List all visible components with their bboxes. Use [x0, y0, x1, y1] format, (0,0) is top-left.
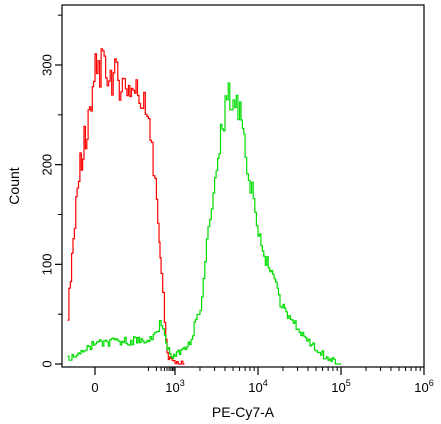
x-tick-exponent: 5	[346, 378, 351, 388]
y-tick-label: 300	[39, 54, 54, 76]
x-tick-label: 103	[165, 378, 184, 395]
plot-frame	[61, 4, 425, 368]
y-tick-label: 200	[39, 154, 54, 176]
x-tick-exponent: 4	[263, 378, 268, 388]
x-tick-label: 105	[331, 378, 350, 395]
y-axis-ticks: 0 100 200 300	[39, 14, 62, 368]
y-axis-label: Count	[6, 167, 22, 204]
y-tick-label: 100	[39, 253, 54, 275]
x-tick-base: 10	[331, 380, 345, 395]
x-tick-label: 104	[248, 378, 267, 395]
series-line-1	[67, 48, 185, 365]
x-tick-exponent: 3	[180, 378, 185, 388]
x-axis-label: PE-Cy7-A	[212, 404, 275, 420]
y-tick-label: 0	[39, 360, 54, 367]
x-tick-label: 0	[91, 380, 98, 395]
x-tick-base: 10	[165, 380, 179, 395]
series-line-2	[67, 82, 341, 365]
x-tick-exponent: 6	[429, 378, 434, 388]
x-tick-label: 106	[414, 378, 433, 395]
x-tick-base: 10	[414, 380, 428, 395]
x-axis-ticks: 0 103 104 105 106	[91, 367, 434, 395]
x-tick-base: 10	[248, 380, 262, 395]
x-tick-base: 0	[91, 380, 98, 395]
series-layer	[67, 48, 341, 365]
